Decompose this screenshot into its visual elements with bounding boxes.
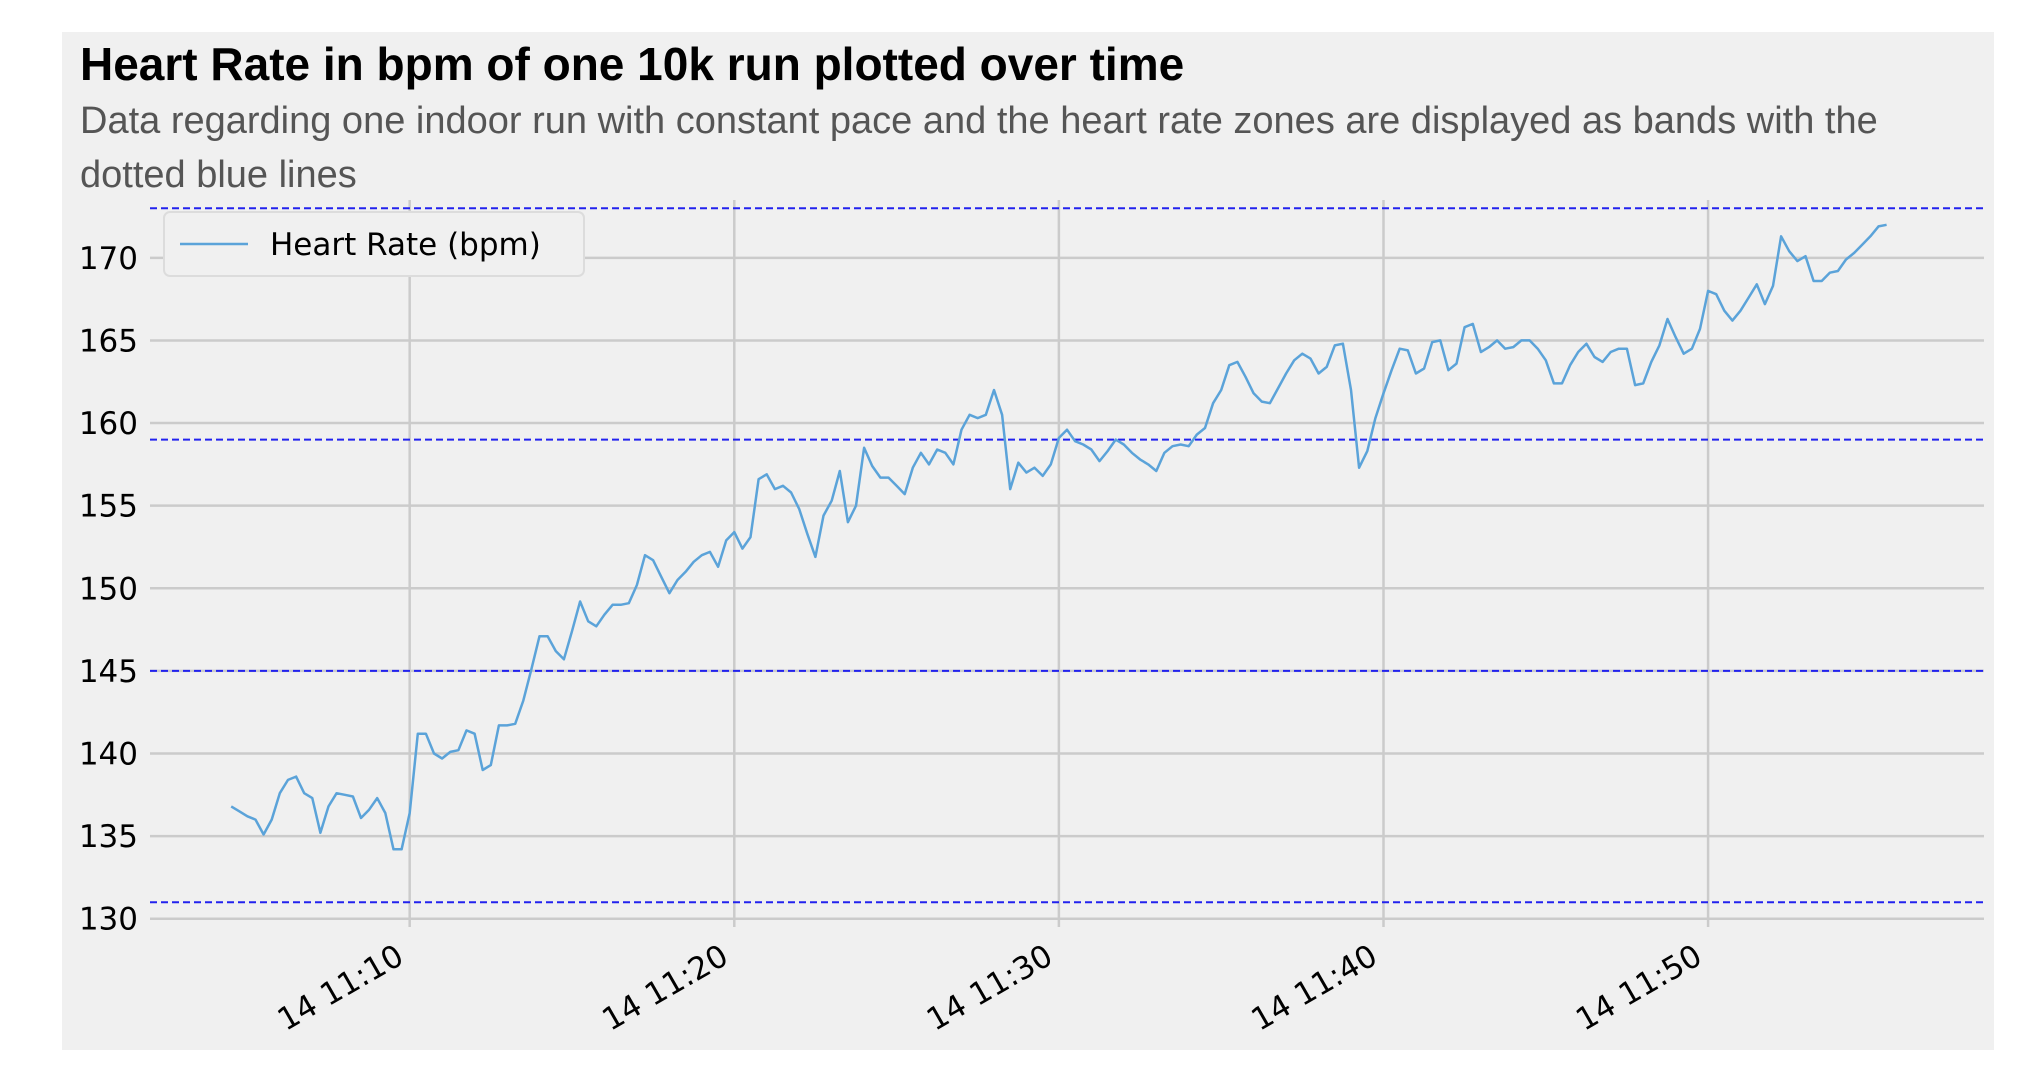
y-tick-label: 150 xyxy=(79,571,138,607)
x-tick-label: 14 11:10 xyxy=(272,938,410,1038)
y-tick-label: 155 xyxy=(79,489,138,525)
y-tick-labels: 130 135 140 145 150 155 160 165 170 xyxy=(79,241,138,938)
grid xyxy=(150,200,1984,927)
chart-title: Heart Rate in bpm of one 10k run plotted… xyxy=(80,38,1185,90)
y-tick-label: 170 xyxy=(79,241,138,277)
series-layer xyxy=(230,223,1887,851)
x-tick-label: 14 11:40 xyxy=(1245,938,1383,1038)
x-tick-label: 14 11:20 xyxy=(596,938,734,1038)
y-tick-label: 145 xyxy=(79,654,138,690)
y-tick-label: 160 xyxy=(79,406,138,442)
chart-figure: Heart Rate in bpm of one 10k run plotted… xyxy=(62,32,1994,1050)
legend-box xyxy=(163,211,585,277)
series-line-heart-rate xyxy=(230,223,1887,851)
legend: Heart Rate (bpm) xyxy=(163,211,585,277)
heart-rate-zone-lines xyxy=(150,207,1984,904)
legend-label: Heart Rate (bpm) xyxy=(270,227,541,263)
x-tick-labels: 14 11:10 14 11:20 14 11:30 14 11:40 14 11:50 xyxy=(272,938,1708,1038)
x-tick-label: 14 11:50 xyxy=(1570,938,1708,1038)
y-tick-label: 130 xyxy=(79,902,138,938)
x-tick-label: 14 11:30 xyxy=(921,938,1059,1038)
chart-subtitle: Data regarding one indoor run with const… xyxy=(80,100,1878,196)
y-tick-label: 135 xyxy=(79,819,138,855)
y-tick-label: 165 xyxy=(79,323,138,359)
y-tick-label: 140 xyxy=(79,737,138,773)
